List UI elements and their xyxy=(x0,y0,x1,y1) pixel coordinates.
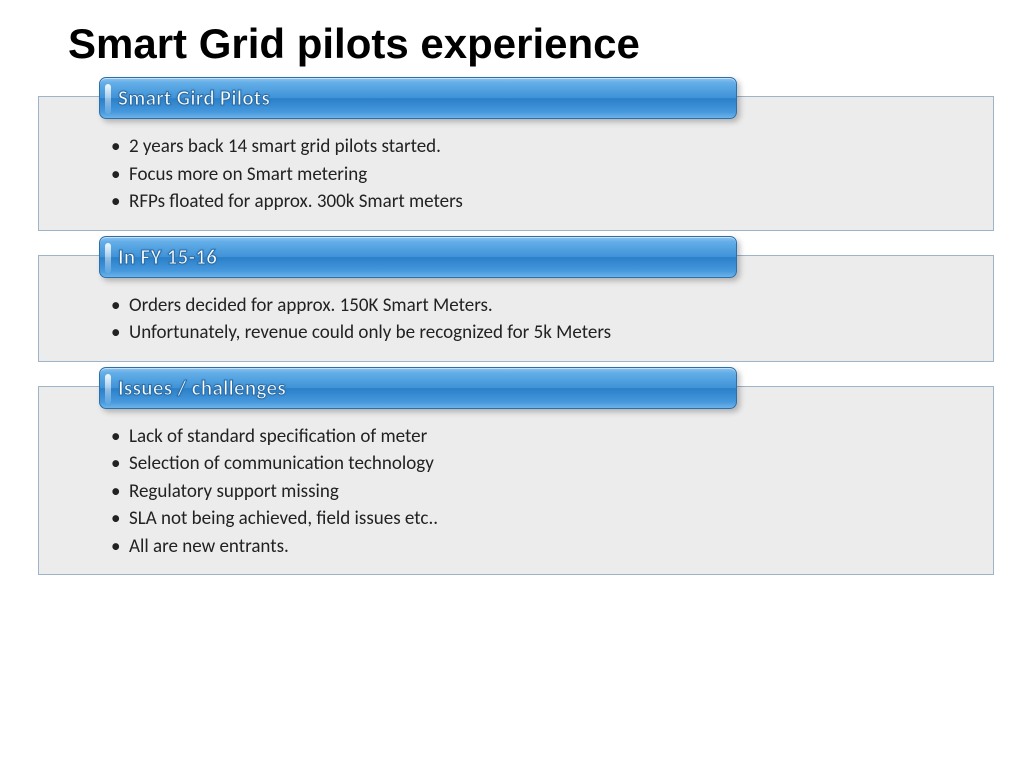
list-item: Focus more on Smart metering xyxy=(111,161,973,189)
content-box: In FY 15-16 Orders decided for approx. 1… xyxy=(38,255,994,362)
list-item: Orders decided for approx. 150K Smart Me… xyxy=(111,292,973,320)
slide: Smart Grid pilots experience Smart Gird … xyxy=(0,0,1024,575)
section-header-text: Smart Gird Pilots xyxy=(118,85,270,111)
content-box: Smart Gird Pilots 2 years back 14 smart … xyxy=(38,96,994,231)
list-item: Unfortunately, revenue could only be rec… xyxy=(111,319,973,347)
list-item: 2 years back 14 smart grid pilots starte… xyxy=(111,133,973,161)
section-issues-challenges: Issues / challenges Lack of standard spe… xyxy=(30,386,994,576)
section-header-text: In FY 15-16 xyxy=(118,244,217,270)
bullet-list: Orders decided for approx. 150K Smart Me… xyxy=(111,292,973,347)
list-item: Lack of standard specification of meter xyxy=(111,423,973,451)
content-box: Issues / challenges Lack of standard spe… xyxy=(38,386,994,576)
section-header-text: Issues / challenges xyxy=(118,375,286,401)
section-smart-grid-pilots: Smart Gird Pilots 2 years back 14 smart … xyxy=(30,96,994,231)
list-item: Regulatory support missing xyxy=(111,478,973,506)
page-title: Smart Grid pilots experience xyxy=(30,20,994,68)
list-item: SLA not being achieved, field issues etc… xyxy=(111,505,973,533)
bullet-list: Lack of standard specification of meter … xyxy=(111,423,973,561)
list-item: Selection of communication technology xyxy=(111,450,973,478)
list-item: All are new entrants. xyxy=(111,533,973,561)
section-header-bar: In FY 15-16 xyxy=(99,236,737,278)
section-fy-15-16: In FY 15-16 Orders decided for approx. 1… xyxy=(30,255,994,362)
section-header-bar: Issues / challenges xyxy=(99,367,737,409)
bullet-list: 2 years back 14 smart grid pilots starte… xyxy=(111,133,973,216)
list-item: RFPs floated for approx. 300k Smart mete… xyxy=(111,188,973,216)
section-header-bar: Smart Gird Pilots xyxy=(99,77,737,119)
